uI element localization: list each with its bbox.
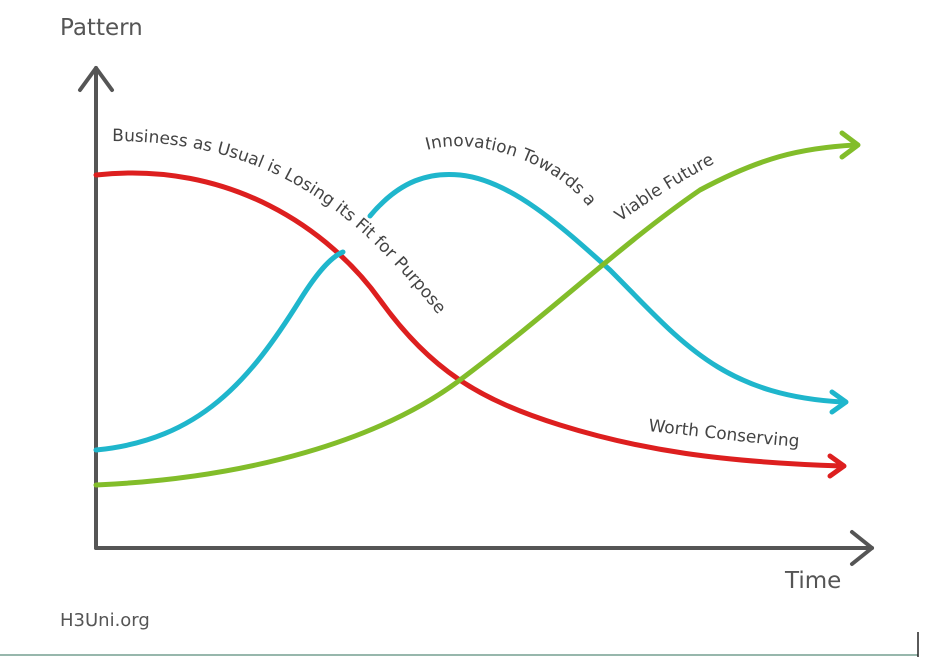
- label-second-curve-part1: Innovation Towards a: [423, 131, 600, 210]
- curve-second: [93, 171, 849, 453]
- cyan-rising-segment: [93, 249, 346, 453]
- red-declining-curve: [93, 170, 845, 469]
- green-rising-curve: [93, 142, 858, 488]
- cyan-curve-arrowhead: [829, 389, 849, 415]
- label-third-curve: Worth Conserving: [648, 416, 801, 452]
- x-axis-label: Time: [784, 568, 841, 594]
- innovation-label-text: Innovation Towards a: [423, 131, 600, 210]
- axes: Pattern Time: [60, 15, 874, 594]
- cyan-peak-curve: [367, 171, 845, 405]
- footer-site-label: H3Uni.org: [60, 610, 150, 631]
- y-axis-label: Pattern: [60, 15, 143, 41]
- curve-first: [93, 170, 847, 479]
- x-axis-arrowhead: [850, 530, 874, 566]
- label-first-curve: Business as Usual is Losing its Fit for …: [112, 126, 450, 318]
- y-axis-arrowhead: [78, 66, 114, 92]
- green-curve-arrowhead: [839, 130, 861, 160]
- red-curve-arrowhead: [827, 453, 847, 479]
- curve-third: [93, 130, 861, 488]
